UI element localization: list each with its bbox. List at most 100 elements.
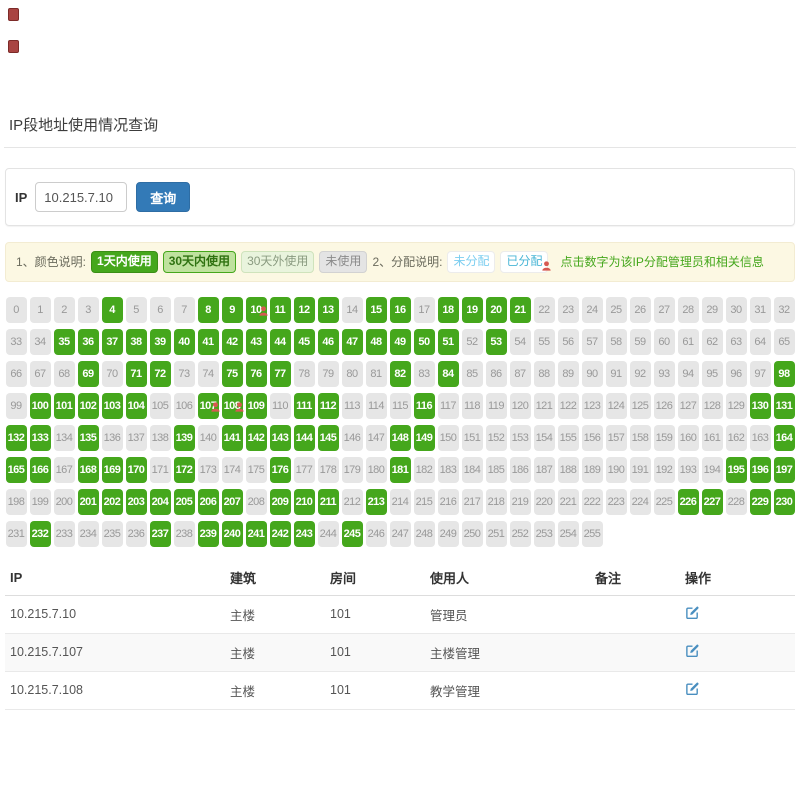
ip-cell-97[interactable]: 97 (749, 360, 771, 387)
ip-cell-47[interactable]: 47 (341, 328, 363, 355)
ip-cell-231[interactable]: 231 (5, 520, 27, 547)
ip-cell-140[interactable]: 140 (197, 424, 219, 451)
ip-cell-157[interactable]: 157 (605, 424, 627, 451)
ip-cell-208[interactable]: 208 (245, 488, 267, 515)
ip-cell-131[interactable]: 131 (773, 392, 795, 419)
ip-cell-138[interactable]: 138 (149, 424, 171, 451)
ip-cell-112[interactable]: 112 (317, 392, 339, 419)
ip-cell-81[interactable]: 81 (365, 360, 387, 387)
ip-cell-114[interactable]: 114 (365, 392, 387, 419)
ip-cell-139[interactable]: 139 (173, 424, 195, 451)
ip-cell-185[interactable]: 185 (485, 456, 507, 483)
ip-cell-7[interactable]: 7 (173, 296, 195, 323)
ip-cell-222[interactable]: 222 (581, 488, 603, 515)
ip-cell-14[interactable]: 14 (341, 296, 363, 323)
ip-cell-144[interactable]: 144 (293, 424, 315, 451)
ip-cell-162[interactable]: 162 (725, 424, 747, 451)
ip-cell-53[interactable]: 53 (485, 328, 507, 355)
ip-cell-182[interactable]: 182 (413, 456, 435, 483)
ip-cell-103[interactable]: 103 (101, 392, 123, 419)
ip-cell-92[interactable]: 92 (629, 360, 651, 387)
ip-cell-111[interactable]: 111 (293, 392, 315, 419)
ip-cell-203[interactable]: 203 (125, 488, 147, 515)
ip-cell-62[interactable]: 62 (701, 328, 723, 355)
ip-cell-236[interactable]: 236 (125, 520, 147, 547)
ip-cell-127[interactable]: 127 (677, 392, 699, 419)
ip-cell-142[interactable]: 142 (245, 424, 267, 451)
ip-cell-104[interactable]: 104 (125, 392, 147, 419)
ip-cell-219[interactable]: 219 (509, 488, 531, 515)
ip-cell-79[interactable]: 79 (317, 360, 339, 387)
ip-cell-135[interactable]: 135 (77, 424, 99, 451)
ip-cell-28[interactable]: 28 (677, 296, 699, 323)
ip-cell-130[interactable]: 130 (749, 392, 771, 419)
ip-cell-246[interactable]: 246 (365, 520, 387, 547)
ip-cell-148[interactable]: 148 (389, 424, 411, 451)
ip-cell-46[interactable]: 46 (317, 328, 339, 355)
ip-cell-225[interactable]: 225 (653, 488, 675, 515)
ip-cell-52[interactable]: 52 (461, 328, 483, 355)
ip-cell-41[interactable]: 41 (197, 328, 219, 355)
ip-cell-44[interactable]: 44 (269, 328, 291, 355)
ip-cell-64[interactable]: 64 (749, 328, 771, 355)
ip-cell-56[interactable]: 56 (557, 328, 579, 355)
ip-cell-37[interactable]: 37 (101, 328, 123, 355)
ip-cell-115[interactable]: 115 (389, 392, 411, 419)
search-button[interactable]: 查询 (136, 182, 191, 212)
ip-cell-169[interactable]: 169 (101, 456, 123, 483)
ip-cell-249[interactable]: 249 (437, 520, 459, 547)
ip-cell-21[interactable]: 21 (509, 296, 531, 323)
ip-cell-72[interactable]: 72 (149, 360, 171, 387)
ip-cell-154[interactable]: 154 (533, 424, 555, 451)
ip-cell-57[interactable]: 57 (581, 328, 603, 355)
ip-cell-30[interactable]: 30 (725, 296, 747, 323)
ip-cell-241[interactable]: 241 (245, 520, 267, 547)
ip-cell-227[interactable]: 227 (701, 488, 723, 515)
ip-cell-78[interactable]: 78 (293, 360, 315, 387)
ip-cell-198[interactable]: 198 (5, 488, 27, 515)
ip-cell-177[interactable]: 177 (293, 456, 315, 483)
ip-cell-214[interactable]: 214 (389, 488, 411, 515)
ip-cell-23[interactable]: 23 (557, 296, 579, 323)
ip-cell-215[interactable]: 215 (413, 488, 435, 515)
ip-cell-201[interactable]: 201 (77, 488, 99, 515)
ip-cell-67[interactable]: 67 (29, 360, 51, 387)
ip-cell-29[interactable]: 29 (701, 296, 723, 323)
ip-cell-94[interactable]: 94 (677, 360, 699, 387)
ip-cell-129[interactable]: 129 (725, 392, 747, 419)
ip-cell-192[interactable]: 192 (653, 456, 675, 483)
ip-cell-43[interactable]: 43 (245, 328, 267, 355)
ip-cell-16[interactable]: 16 (389, 296, 411, 323)
ip-cell-209[interactable]: 209 (269, 488, 291, 515)
ip-cell-218[interactable]: 218 (485, 488, 507, 515)
ip-cell-238[interactable]: 238 (173, 520, 195, 547)
ip-cell-153[interactable]: 153 (509, 424, 531, 451)
ip-cell-167[interactable]: 167 (53, 456, 75, 483)
ip-cell-151[interactable]: 151 (461, 424, 483, 451)
ip-cell-200[interactable]: 200 (53, 488, 75, 515)
ip-cell-152[interactable]: 152 (485, 424, 507, 451)
ip-cell-108[interactable]: 108 (221, 392, 244, 419)
ip-cell-119[interactable]: 119 (485, 392, 507, 419)
ip-cell-107[interactable]: 107 (197, 392, 220, 419)
ip-cell-27[interactable]: 27 (653, 296, 675, 323)
ip-cell-88[interactable]: 88 (533, 360, 555, 387)
ip-cell-155[interactable]: 155 (557, 424, 579, 451)
ip-cell-141[interactable]: 141 (221, 424, 243, 451)
ip-cell-123[interactable]: 123 (581, 392, 603, 419)
ip-cell-183[interactable]: 183 (437, 456, 459, 483)
ip-cell-247[interactable]: 247 (389, 520, 411, 547)
ip-cell-89[interactable]: 89 (557, 360, 579, 387)
ip-cell-82[interactable]: 82 (389, 360, 411, 387)
ip-cell-220[interactable]: 220 (533, 488, 555, 515)
ip-cell-159[interactable]: 159 (653, 424, 675, 451)
ip-cell-136[interactable]: 136 (101, 424, 123, 451)
ip-cell-126[interactable]: 126 (653, 392, 675, 419)
ip-cell-234[interactable]: 234 (77, 520, 99, 547)
ip-cell-204[interactable]: 204 (149, 488, 171, 515)
ip-cell-205[interactable]: 205 (173, 488, 195, 515)
ip-cell-59[interactable]: 59 (629, 328, 651, 355)
ip-cell-18[interactable]: 18 (437, 296, 459, 323)
ip-cell-233[interactable]: 233 (53, 520, 75, 547)
ip-cell-105[interactable]: 105 (149, 392, 171, 419)
